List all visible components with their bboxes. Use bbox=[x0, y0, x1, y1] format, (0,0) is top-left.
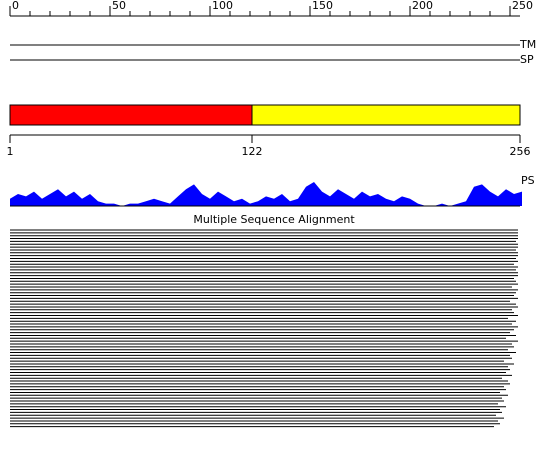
ruler-label: 250 bbox=[512, 0, 533, 12]
ruler-label: 100 bbox=[212, 0, 233, 12]
profile-area bbox=[10, 182, 522, 206]
domain bbox=[9, 104, 253, 126]
ruler-label: 150 bbox=[312, 0, 333, 12]
boundary-label: 122 bbox=[242, 145, 263, 158]
ruler-label: 200 bbox=[412, 0, 433, 12]
domain bbox=[251, 104, 521, 126]
track-label: SP bbox=[520, 53, 534, 66]
boundary-label: 1 bbox=[7, 145, 14, 158]
boundary-label: 256 bbox=[510, 145, 531, 158]
track-label: TM bbox=[519, 38, 536, 51]
ruler-label: 0 bbox=[12, 0, 19, 12]
msa-title: Multiple Sequence Alignment bbox=[193, 213, 355, 226]
profile-label: PS bbox=[521, 174, 535, 187]
ruler-label: 50 bbox=[112, 0, 126, 12]
